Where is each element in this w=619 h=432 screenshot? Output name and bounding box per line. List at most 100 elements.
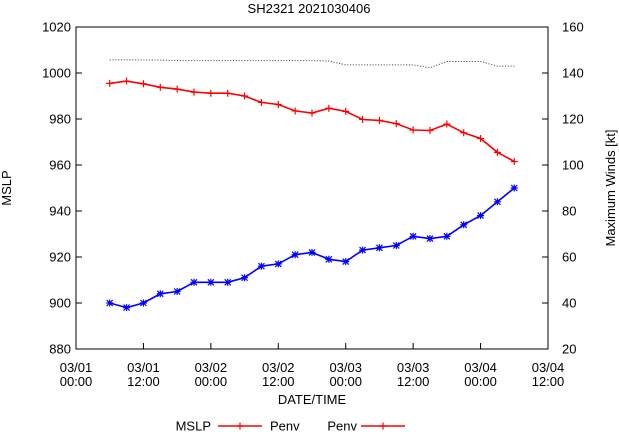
data-point [325, 255, 333, 263]
data-point [443, 232, 451, 240]
x-tick-label-time: 00:00 [195, 374, 228, 389]
data-point [426, 235, 434, 243]
data-point [359, 246, 367, 254]
data-point [207, 89, 215, 97]
series-layer [106, 59, 518, 312]
data-point [139, 80, 147, 88]
data-point [375, 244, 383, 252]
data-point [409, 126, 417, 134]
data-point [375, 116, 383, 124]
x-tick-label-time: 12:00 [262, 374, 295, 389]
x-tick-label-time: 00:00 [60, 374, 93, 389]
x-tick-label-time: 00:00 [464, 374, 497, 389]
x-tick-label-date: 03/02 [195, 360, 228, 375]
data-point [426, 127, 434, 134]
data-point [409, 232, 417, 240]
y2-axis-label: Maximum Winds [kt] [603, 129, 618, 246]
y2-tick-label: 60 [562, 250, 576, 265]
series-vmax [106, 184, 518, 312]
data-point [342, 107, 350, 115]
y-tick-label: 980 [49, 112, 71, 127]
y2-tick-label: 100 [562, 158, 584, 173]
chart-title: SH2321 2021030406 [248, 1, 371, 16]
data-point [224, 278, 232, 286]
y-tick-label: 880 [49, 342, 71, 357]
x-tick-label-date: 03/01 [127, 360, 160, 375]
data-point [156, 83, 164, 91]
data-point [190, 278, 198, 286]
x-tick-label-date: 03/03 [329, 360, 362, 375]
legend-label-penv: Penv [327, 419, 357, 432]
data-point [493, 148, 501, 156]
series-penv [106, 77, 518, 166]
data-point [460, 129, 468, 137]
data-point [173, 85, 181, 93]
data-point [241, 274, 249, 282]
data-point [257, 262, 265, 270]
data-point [236, 422, 244, 430]
y2-tick-label: 80 [562, 204, 576, 219]
y-tick-label: 900 [49, 296, 71, 311]
data-point [274, 260, 282, 268]
series-unnamed [109, 59, 515, 69]
data-point [207, 278, 215, 286]
data-point [308, 248, 316, 256]
data-point [392, 242, 400, 249]
legend-label-mslp: MSLP [176, 419, 211, 432]
data-point [274, 101, 282, 109]
data-point [139, 299, 147, 307]
y2-tick-label: 160 [562, 20, 584, 35]
legend-label-penv: Penv [270, 419, 300, 432]
data-point [106, 79, 114, 87]
data-point [291, 251, 299, 259]
data-point [510, 158, 518, 166]
x-tick-label-time: 12:00 [127, 374, 160, 389]
y-tick-label: 960 [49, 158, 71, 173]
y2-tick-label: 120 [562, 112, 584, 127]
data-point [257, 98, 265, 106]
x-tick-label-time: 12:00 [532, 374, 565, 389]
y-tick-label: 1000 [42, 66, 71, 81]
y2-tick-label: 40 [562, 296, 576, 311]
data-point [190, 88, 198, 96]
data-point [291, 107, 299, 115]
data-point [392, 120, 400, 128]
x-tick-label-date: 03/04 [464, 360, 497, 375]
plot-frame [75, 26, 549, 350]
series-line-unnamed [109, 59, 515, 69]
legend: MSLP Penv Penv [176, 419, 405, 432]
data-point [106, 299, 114, 307]
y2-tick-label: 140 [562, 66, 584, 81]
x-tick-label-time: 00:00 [329, 374, 362, 389]
axes: 880 900 920 940 960 980 1000 1020 20 40 60 80 100 120… [42, 20, 584, 390]
data-point [123, 304, 131, 312]
data-point [241, 92, 249, 100]
x-axis-label: DATE/TIME [278, 392, 347, 407]
x-tick-label-time: 12:00 [397, 374, 430, 389]
y-tick-label: 1020 [42, 20, 71, 35]
x-tick-label-date: 03/03 [397, 360, 430, 375]
y-tick-label: 940 [49, 204, 71, 219]
data-point [493, 198, 501, 206]
data-point [510, 184, 518, 192]
data-point [342, 258, 350, 266]
data-point [477, 135, 485, 143]
data-point [123, 77, 131, 85]
data-point [379, 422, 387, 430]
y-tick-label: 920 [49, 250, 71, 265]
data-point [443, 120, 451, 128]
data-point [156, 290, 164, 298]
x-tick-label-date: 03/04 [532, 360, 565, 375]
data-point [460, 221, 468, 229]
data-point [224, 89, 232, 97]
data-point [359, 115, 367, 123]
x-tick-label-date: 03/01 [60, 360, 93, 375]
x-tick-label-date: 03/02 [262, 360, 295, 375]
data-point [325, 104, 333, 112]
y-axis-label: MSLP [0, 170, 14, 205]
y2-tick-label: 20 [562, 342, 576, 357]
data-point [308, 109, 316, 117]
data-point [477, 212, 485, 220]
